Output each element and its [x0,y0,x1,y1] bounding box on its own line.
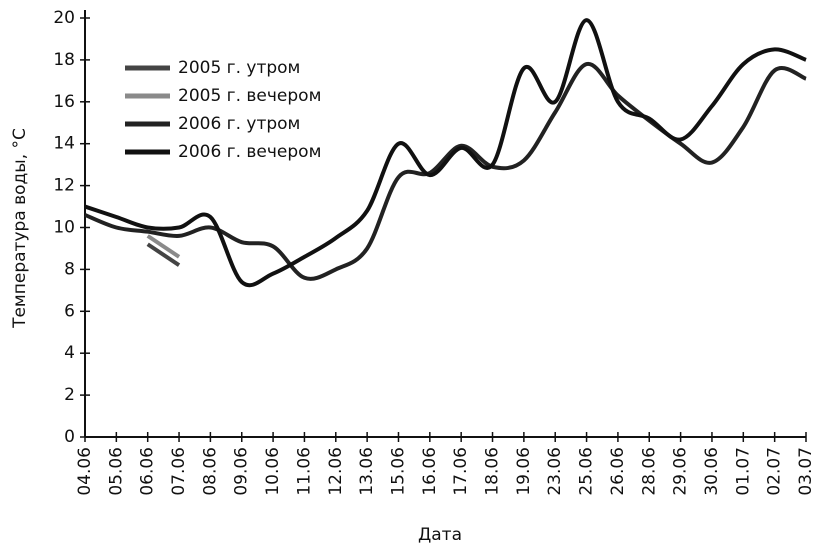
y-tick-label: 4 [64,343,75,363]
legend-label: 2005 г. утром [178,58,300,78]
y-tick-label: 2 [64,385,75,405]
x-tick-label: 07.06 [169,447,189,496]
x-tick-label: 25.06 [577,447,597,496]
series-line [84,62,807,281]
x-axis-label: Дата [418,525,462,545]
x-tick-label: 03.07 [796,447,814,496]
x-tick-label: 01.07 [733,447,753,496]
x-tick-label: 26.06 [608,447,628,496]
y-tick-label: 16 [53,92,75,112]
legend-label: 2006 г. вечером [178,142,321,162]
series-line [146,234,181,259]
x-tick-label: 06.06 [138,447,158,496]
legend-label: 2005 г. вечером [178,86,321,106]
x-tick-label: 15.06 [388,447,408,496]
y-tick-label: 18 [53,50,75,70]
x-tick-label: 05.06 [106,447,126,496]
series-line [146,242,181,267]
x-tick-label: 04.06 [75,447,95,496]
x-tick-label: 02.07 [765,447,785,496]
y-axis-label: Температура воды, °C [10,128,30,329]
legend-label: 2006 г. утром [178,114,300,134]
x-tick-label: 18.06 [483,447,503,496]
series-line [84,18,807,288]
y-tick-label: 0 [64,427,75,447]
x-tick-label: 28.06 [639,447,659,496]
x-tick-label: 19.06 [514,447,534,496]
x-tick-label: 17.06 [451,447,471,496]
x-tick-label: 30.06 [702,447,722,496]
y-tick-label: 6 [64,301,75,321]
x-tick-label: 08.06 [200,447,220,496]
x-tick-label: 12.06 [326,447,346,496]
y-tick-label: 20 [53,8,75,28]
x-tick-label: 16.06 [420,447,440,496]
y-tick-label: 8 [64,259,75,279]
x-tick-label: 23.06 [545,447,565,496]
x-tick-label: 09.06 [232,447,252,496]
y-tick-label: 12 [53,176,75,196]
y-tick-label: 10 [53,218,75,238]
x-tick-label: 11.06 [294,447,314,496]
x-tick-label: 10.06 [263,447,283,496]
x-tick-label: 29.06 [671,447,691,496]
y-tick-label: 14 [53,134,75,154]
x-tick-label: 13.06 [357,447,377,496]
